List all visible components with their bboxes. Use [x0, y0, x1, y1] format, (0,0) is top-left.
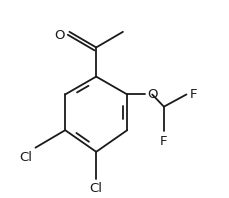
Text: F: F — [159, 135, 167, 148]
Text: Cl: Cl — [89, 182, 102, 195]
Text: O: O — [54, 29, 64, 42]
Text: Cl: Cl — [19, 151, 32, 164]
Text: F: F — [189, 88, 197, 101]
Text: O: O — [147, 88, 157, 101]
